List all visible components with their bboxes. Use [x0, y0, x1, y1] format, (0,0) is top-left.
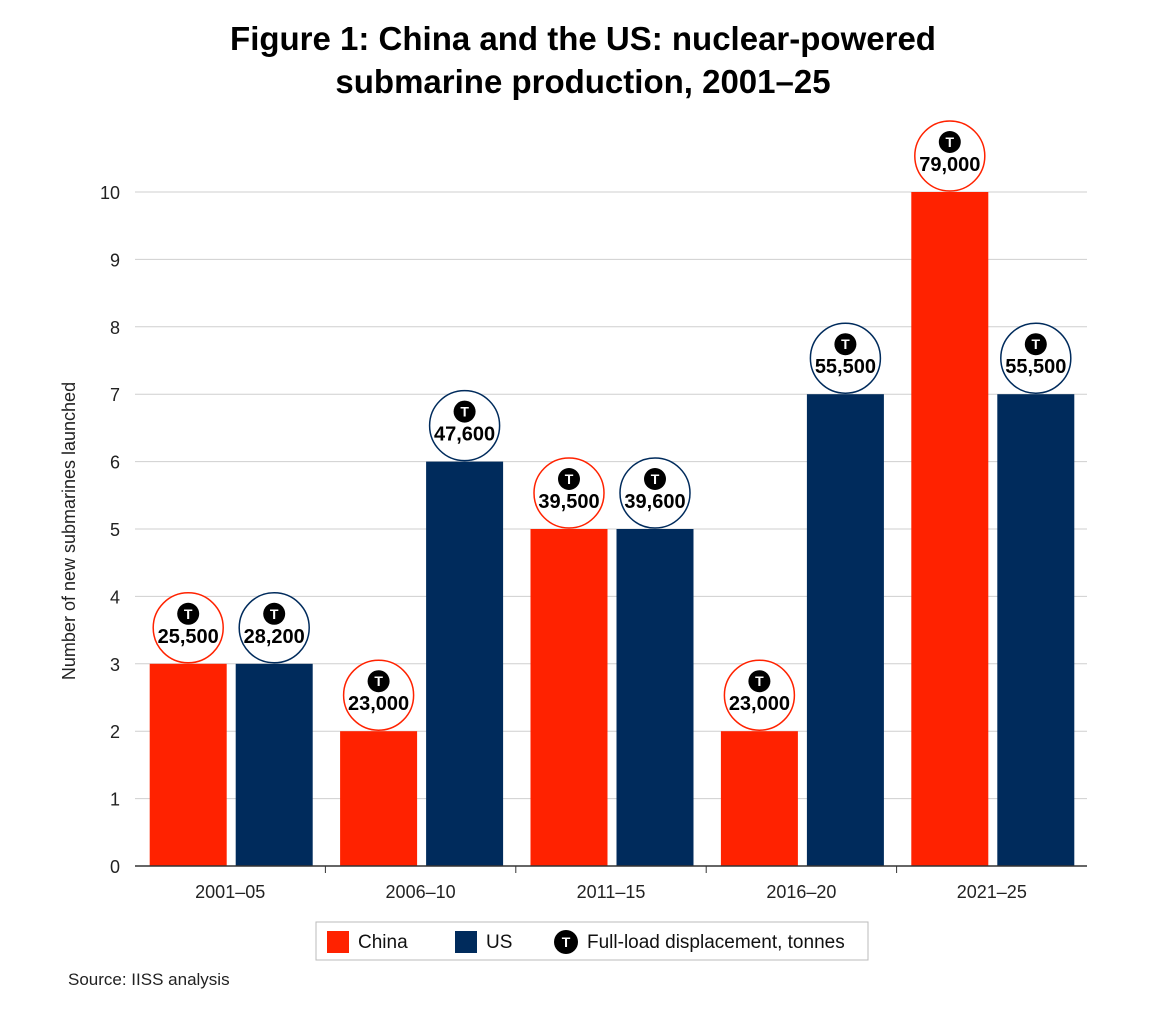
displacement-icon [558, 468, 580, 490]
y-tick-label: 9 [110, 250, 120, 270]
y-tick-label: 6 [110, 453, 120, 473]
y-tick-label: 4 [110, 587, 120, 607]
y-tick-label: 1 [110, 790, 120, 810]
y-tick-label: 8 [110, 318, 120, 338]
displacement-callout-ring [238, 592, 310, 664]
displacement-icon-letter: T [374, 673, 383, 689]
displacement-icon [748, 670, 771, 693]
displacement-callout-ring [342, 659, 415, 731]
displacement-callout-ring [619, 457, 691, 529]
x-tick-label: 2001–05 [195, 882, 265, 902]
bar-us [235, 663, 313, 866]
displacement-icon-letter: T [184, 606, 193, 622]
displacement-value-label: 79,000 [919, 154, 980, 176]
bars [149, 192, 1075, 866]
displacement-icon-letter: T [270, 606, 279, 622]
displacement-icon [367, 670, 390, 693]
legend-swatch-us [455, 931, 477, 953]
displacement-icon-letter: T [565, 471, 574, 487]
displacement-callout-ring [1000, 322, 1072, 394]
displacement-icon [177, 602, 200, 625]
y-tick-label: 0 [110, 857, 120, 877]
chart-title: Figure 1: China and the US: nuclear-powe… [230, 20, 936, 57]
y-tick-label: 2 [110, 722, 120, 742]
bar-us [426, 461, 504, 866]
displacement-value-label: 25,500 [158, 626, 219, 648]
displacement-value-label: 28,200 [244, 626, 305, 648]
bar-china [720, 731, 798, 866]
legend-frame [315, 921, 869, 961]
bar-china [530, 529, 608, 866]
displacement-icon-letter: T [755, 673, 764, 689]
x-tick-label: 2011–15 [577, 882, 646, 902]
bar-china [340, 731, 418, 866]
displacement-icon-letter: T [460, 404, 469, 420]
displacement-icon [1024, 333, 1047, 356]
displacement-icon [644, 468, 666, 490]
legend: China US T Full-load displacement, tonne… [315, 921, 869, 961]
displacement-icon-letter: T [1032, 336, 1041, 352]
displacement-icon-letter: T [841, 336, 850, 352]
source-note: Source: IISS analysis [68, 970, 230, 989]
legend-swatch-china [327, 931, 349, 953]
displacement-value-label: 55,500 [815, 356, 876, 378]
y-axis-label: Number of new submarines launched [59, 382, 79, 680]
displacement-callout-ring [533, 457, 605, 529]
displacement-icon [453, 400, 476, 423]
y-tick-label: 7 [110, 385, 120, 405]
displacement-icon-letter: T [946, 134, 955, 150]
displacement-icon [938, 131, 961, 153]
displacement-callout-ring [809, 322, 882, 394]
x-tick-label: 2016–20 [766, 882, 836, 902]
displacement-value-label: 23,000 [348, 693, 409, 715]
displacement-icon [834, 333, 857, 356]
chart-title-line2: submarine production, 2001–25 [335, 63, 830, 100]
x-axis-ticks: 2001–05 2006–10 2011–15 2016–20 2021–25 [195, 866, 1027, 902]
displacement-icon-letter: T [651, 471, 660, 487]
displacement-value-label: 39,600 [624, 491, 685, 513]
displacement-callout-ring [428, 389, 501, 462]
x-tick-label: 2006–10 [386, 882, 456, 902]
legend-label-us: US [486, 932, 512, 953]
displacement-callout-ring [152, 592, 224, 664]
displacement-value-label: 55,500 [1005, 356, 1066, 378]
bar-us [997, 394, 1075, 866]
bar-us [806, 394, 884, 866]
y-tick-label: 3 [110, 655, 120, 675]
displacement-value-label: 47,600 [434, 424, 495, 446]
legend-label-china: China [358, 932, 408, 953]
y-tick-label: 5 [110, 520, 120, 540]
x-tick-label: 2021–25 [957, 882, 1027, 902]
legend-label-displacement: Full-load displacement, tonnes [587, 932, 845, 953]
displacement-icon [263, 602, 286, 625]
displacement-callouts: T 25,500 T 28,200 T 23,000 T 47,600 T 39,500 T 39,6… [152, 120, 1072, 731]
displacement-callout-ring [723, 659, 796, 731]
displacement-value-label: 39,500 [538, 491, 599, 513]
displacement-value-label: 23,000 [729, 693, 790, 715]
bar-china [149, 663, 227, 866]
y-tick-label: 10 [100, 183, 120, 203]
y-axis-ticks: 0 1 2 3 4 5 6 7 8 9 10 [100, 183, 120, 877]
legend-displacement-icon-letter: T [562, 934, 571, 950]
legend-displacement-icon [554, 930, 578, 954]
bar-china [911, 192, 989, 866]
bar-us [616, 529, 694, 866]
displacement-callout-ring [914, 120, 986, 192]
